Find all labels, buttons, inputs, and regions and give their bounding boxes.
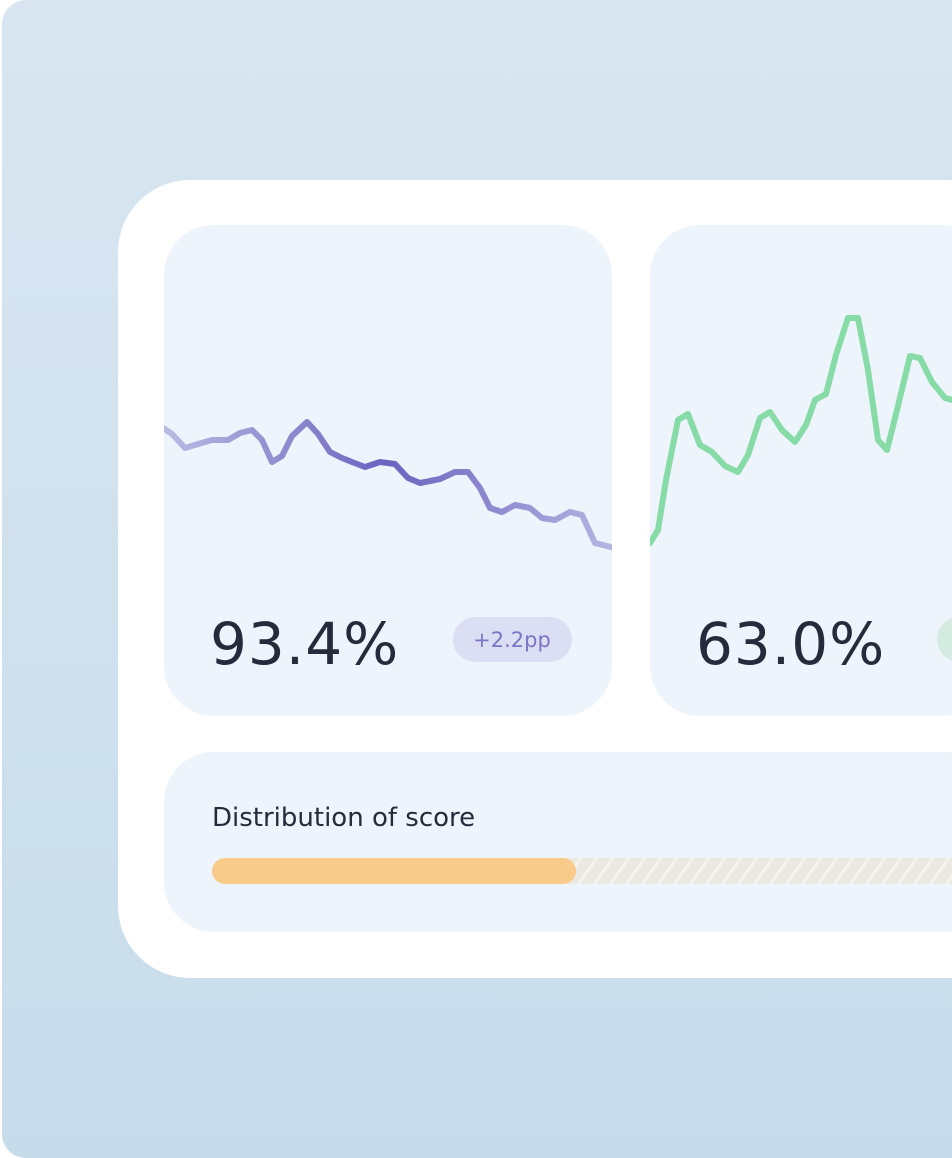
metric-value: 63.0% — [696, 610, 885, 678]
metric-card — [164, 225, 612, 716]
sparkline — [164, 419, 612, 551]
metric-card — [650, 225, 952, 716]
distribution-title: Distribution of score — [212, 803, 475, 833]
badge — [937, 618, 952, 661]
badge — [453, 617, 572, 662]
progress-fill — [212, 858, 576, 884]
metric-value: 93.4% — [210, 610, 399, 678]
distribution-card — [164, 752, 952, 932]
badge-text: +2.2pp — [473, 628, 551, 652]
sparkline — [650, 315, 952, 546]
